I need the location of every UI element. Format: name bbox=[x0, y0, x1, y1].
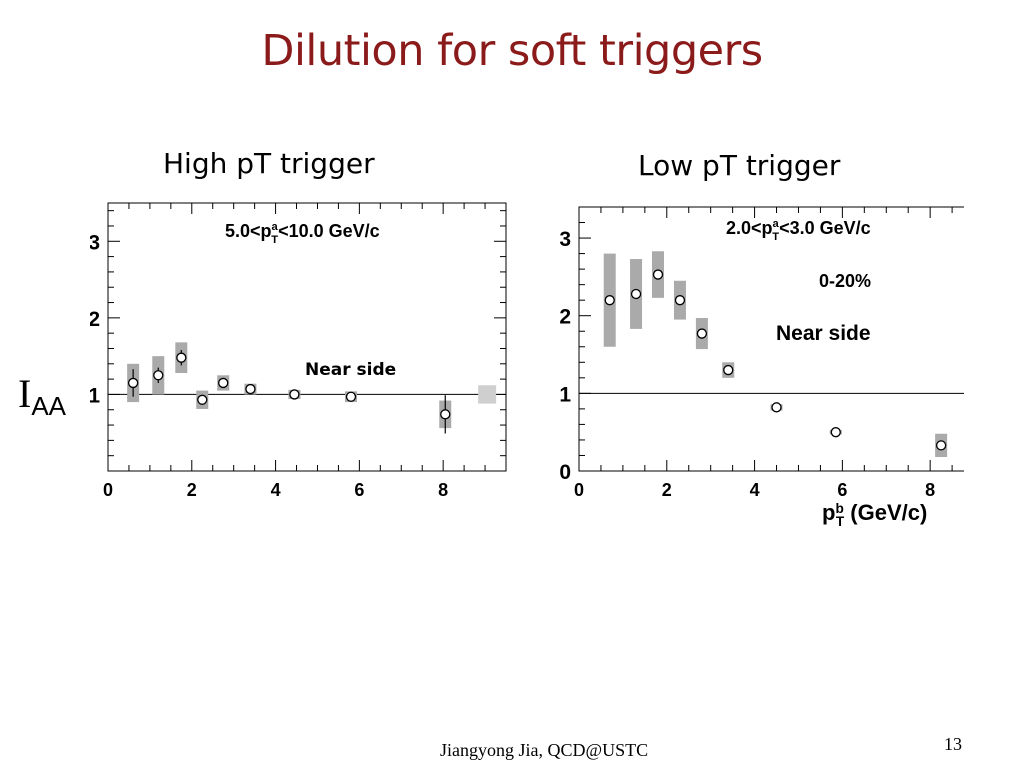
right-panel-heading: Low pT trigger bbox=[638, 149, 841, 182]
data-point bbox=[652, 269, 664, 280]
plot-frame bbox=[107, 202, 507, 472]
x-tick-label: 0 bbox=[103, 480, 113, 500]
near-side-label: Near side bbox=[776, 322, 871, 345]
x-tick-label: 4 bbox=[271, 480, 281, 500]
y-tick-label: 0 bbox=[559, 461, 571, 484]
footer: Jiangyong Jia, QCD@USTC bbox=[440, 740, 649, 760]
data-point bbox=[197, 394, 208, 405]
slide-title: Dilution for soft triggers bbox=[261, 26, 763, 76]
data-point bbox=[345, 391, 357, 402]
data-point bbox=[696, 328, 708, 339]
x-tick-label: 0 bbox=[574, 480, 584, 500]
left-panel-heading: High pT trigger bbox=[163, 147, 375, 180]
data-point bbox=[218, 377, 229, 389]
x-tick-label: 2 bbox=[662, 480, 672, 500]
y-tick-label: 3 bbox=[90, 231, 100, 254]
normalization-box bbox=[478, 385, 497, 404]
left-chart: 0 2 4 6 8 1 2 3 5.0<pa T<10.0 GeV/c Near side bbox=[90, 202, 507, 500]
data-point bbox=[723, 364, 734, 376]
data-point bbox=[674, 295, 686, 306]
data-point bbox=[289, 389, 300, 400]
data-point bbox=[153, 370, 164, 381]
y-axis-label-sub: AA bbox=[31, 391, 67, 421]
data-point bbox=[440, 409, 451, 420]
page-number: 13 bbox=[944, 734, 962, 754]
near-side-label: Near side bbox=[305, 360, 396, 380]
x-tick-label: 2 bbox=[187, 480, 197, 500]
trigger-range-label: 2.0<pa T<3.0 GeV/c bbox=[726, 218, 871, 243]
right-chart: 0 2 4 6 8 0 1 2 3 2.0<pa T<3.0 GeV/c 0-20% Near side… bbox=[559, 206, 964, 529]
data-point bbox=[935, 440, 947, 451]
data-point bbox=[127, 377, 139, 389]
data-point bbox=[245, 383, 256, 395]
data-point bbox=[176, 352, 187, 363]
y-tick-label: 2 bbox=[90, 308, 100, 331]
data-point bbox=[771, 402, 782, 413]
data-point bbox=[604, 295, 615, 306]
x-tick-label: 8 bbox=[438, 480, 448, 500]
x-tick-label: 8 bbox=[925, 480, 935, 500]
plot-frame bbox=[578, 206, 964, 472]
x-tick-label: 6 bbox=[354, 480, 364, 500]
y-tick-label: 1 bbox=[559, 383, 571, 406]
data-point bbox=[630, 288, 642, 300]
x-tick-label: 6 bbox=[837, 480, 847, 500]
centrality-label: 0-20% bbox=[819, 271, 871, 291]
y-axis-label: IAA bbox=[18, 370, 66, 421]
x-axis-label: pb T (GeV/c) bbox=[822, 500, 927, 529]
y-tick-label: 1 bbox=[90, 384, 100, 407]
x-tick-label: 4 bbox=[750, 480, 760, 500]
y-tick-label: 3 bbox=[559, 228, 571, 251]
data-point bbox=[830, 427, 841, 438]
y-axis-label-main: I bbox=[18, 371, 32, 416]
y-tick-label: 2 bbox=[559, 306, 571, 329]
trigger-range-label: 5.0<pa T<10.0 GeV/c bbox=[225, 221, 380, 246]
